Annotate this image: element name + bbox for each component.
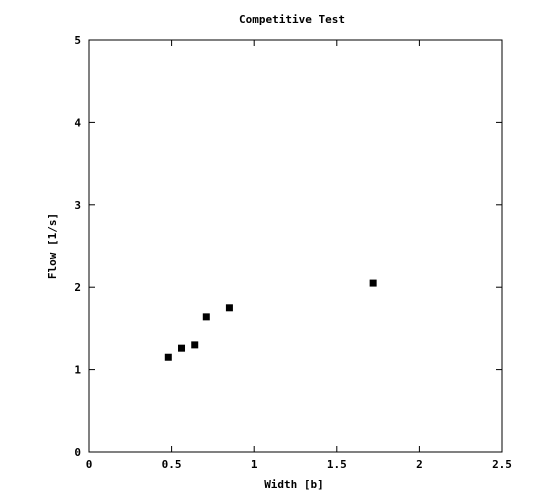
y-tick-label: 4: [74, 116, 81, 129]
x-tick-label: 0: [86, 458, 93, 471]
x-tick-label: 2: [416, 458, 423, 471]
y-tick-label: 2: [74, 281, 81, 294]
axis-ticks: [88, 39, 503, 453]
chart-title: Competitive Test: [239, 13, 345, 26]
y-tick-label: 5: [74, 34, 81, 47]
data-point: [178, 344, 186, 352]
x-tick-label: 0.5: [162, 458, 182, 471]
axis-tick-labels: 0 0.5 1 1.5 2 2.5 0 1 2 3 4 5: [74, 34, 512, 471]
data-point: [191, 341, 199, 349]
plot-frame: [88, 39, 503, 453]
x-tick-label: 2.5: [492, 458, 512, 471]
data-points: [164, 279, 377, 361]
y-tick-label: 0: [74, 446, 81, 459]
y-tick-label: 3: [74, 199, 81, 212]
data-point: [225, 304, 233, 312]
data-point: [164, 353, 172, 361]
y-tick-label: 1: [74, 364, 81, 377]
x-tick-label: 1.5: [327, 458, 347, 471]
x-tick-label: 1: [251, 458, 258, 471]
y-axis-label: Flow [1/s]: [46, 213, 59, 279]
x-axis-label: Width [b]: [264, 478, 324, 491]
data-point: [369, 279, 377, 287]
data-point: [202, 313, 210, 321]
